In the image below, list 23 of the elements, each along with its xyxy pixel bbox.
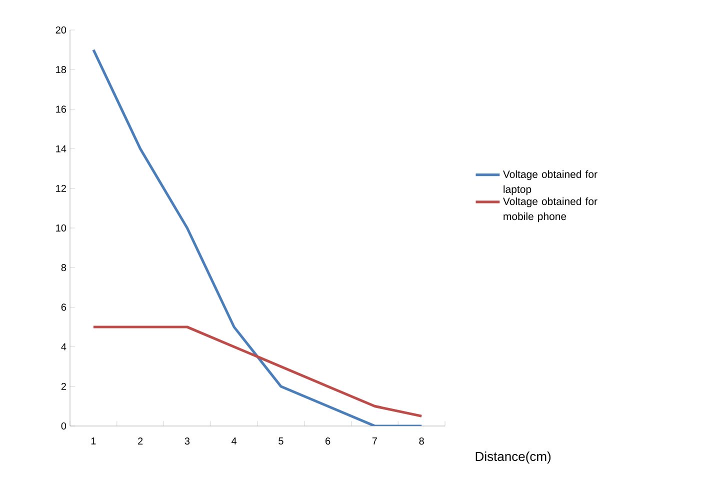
legend-label: Voltage obtained for laptop [503,170,598,196]
y-tick-label: 20 [56,26,66,34]
y-tick-label: 10 [56,224,66,232]
y-tick-label: 8 [61,264,66,272]
legend-label: Voltage obtained for mobile phone [503,197,598,222]
x-tick-label: 4 [232,438,237,444]
x-tick-label: 3 [184,438,190,445]
y-tick-label: 0 [61,422,66,430]
x-tick-label: 2 [138,438,143,445]
y-tick-label: 18 [56,66,66,74]
x-tick-label: 5 [278,438,284,445]
y-tick-label: 12 [56,184,66,192]
x-tick-label: 6 [326,438,330,445]
x-tick-label: 7 [372,438,377,444]
x-axis-title: Distance(cm) [476,452,551,464]
y-tick-label: 6 [61,304,66,311]
line-series [92,48,423,426]
y-tick-label: 14 [56,145,66,152]
x-tick-label: 8 [419,438,424,445]
y-tick-label: 16 [56,106,66,113]
x-tick-label: 1 [91,438,96,444]
y-tick-label: 4 [61,343,66,350]
y-tick-label: 2 [61,382,66,390]
